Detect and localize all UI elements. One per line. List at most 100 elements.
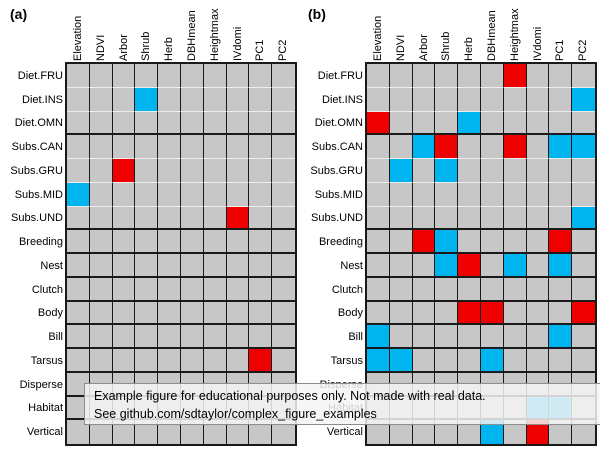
matrix-cell: [89, 254, 113, 278]
matrix-cell: [389, 64, 413, 88]
row-label-subs-gru: Subs.GRU: [10, 164, 63, 177]
matrix-cell: [272, 254, 295, 278]
matrix-cell: [112, 254, 136, 278]
matrix-cell: [272, 349, 295, 373]
matrix-cell: [481, 182, 504, 207]
matrix-cell: [458, 230, 481, 254]
matrix-cell: [67, 87, 90, 112]
matrix-cell: [89, 325, 113, 349]
matrix-cell: [67, 159, 90, 183]
matrix-cell: [458, 325, 481, 349]
row-label-body: Body: [37, 307, 63, 320]
matrix-cell: [526, 349, 550, 373]
matrix-cell: [503, 277, 527, 302]
matrix-cell: [503, 325, 527, 349]
matrix-cell: [458, 159, 481, 183]
matrix-cell: [158, 64, 181, 88]
row-label-habitat: Habitat: [28, 402, 63, 415]
row-label-subs-mid: Subs.MID: [14, 188, 63, 201]
matrix-cell: [112, 206, 136, 231]
matrix-cell: [181, 301, 204, 326]
matrix-cell: [367, 135, 390, 159]
row-label-diet-omn: Diet.OMN: [314, 117, 363, 130]
matrix-cell: [203, 349, 227, 373]
row-label-vertical: Vertical: [326, 426, 363, 439]
matrix-cell: [458, 182, 481, 207]
matrix-cell: [135, 301, 159, 326]
matrix-cell: [272, 277, 295, 302]
matrix-cell: [458, 135, 481, 159]
matrix-cell: [367, 159, 390, 183]
matrix-cell: [435, 182, 459, 207]
matrix-cell: [272, 230, 295, 254]
matrix-cell: [526, 420, 550, 444]
matrix-cell: [481, 254, 504, 278]
matrix-cell: [181, 111, 204, 136]
matrix-cell: [526, 111, 550, 136]
matrix-cell: [272, 64, 295, 88]
matrix-cell: [158, 349, 181, 373]
matrix-cell: [67, 301, 90, 326]
matrix-cell: [412, 135, 436, 159]
matrix-cell: [112, 111, 136, 136]
row-label-clutch: Clutch: [31, 283, 63, 296]
matrix-cell: [181, 135, 204, 159]
matrix-cell: [389, 277, 413, 302]
matrix-cell: [389, 135, 413, 159]
matrix-cell: [481, 277, 504, 302]
matrix-cell: [272, 325, 295, 349]
matrix-cell: [367, 182, 390, 207]
matrix-cell: [135, 159, 159, 183]
matrix-cell: [135, 325, 159, 349]
matrix-cell: [412, 420, 436, 444]
matrix-cell: [272, 206, 295, 231]
matrix-cell: [572, 159, 595, 183]
matrix-cell: [181, 349, 204, 373]
matrix-cell: [272, 159, 295, 183]
matrix-grid: [365, 62, 597, 446]
matrix-cell: [572, 349, 595, 373]
matrix-cell: [412, 159, 436, 183]
matrix-cell: [158, 277, 181, 302]
matrix-cell: [135, 135, 159, 159]
matrix-cell: [503, 301, 527, 326]
matrix-cell: [249, 64, 273, 88]
matrix-cell: [526, 230, 550, 254]
matrix-cell: [203, 230, 227, 254]
column-label-ivdomi: IVdomi: [531, 26, 544, 61]
matrix-cell: [412, 230, 436, 254]
matrix-cell: [389, 420, 413, 444]
matrix-cell: [249, 254, 273, 278]
matrix-cell: [412, 206, 436, 231]
matrix-cell: [389, 230, 413, 254]
matrix-cell: [367, 420, 390, 444]
matrix-cell: [458, 64, 481, 88]
matrix-cell: [481, 301, 504, 326]
matrix-cell: [226, 301, 250, 326]
matrix-cell: [458, 301, 481, 326]
matrix-cell: [226, 349, 250, 373]
matrix-cell: [503, 64, 527, 88]
matrix-cell: [226, 325, 250, 349]
row-label-breeding: Breeding: [18, 236, 63, 249]
column-label-heightmax: Heightmax: [508, 8, 521, 61]
matrix-cell: [272, 111, 295, 136]
matrix-cell: [572, 301, 595, 326]
matrix-cell: [158, 87, 181, 112]
panel-a-label: (a): [10, 6, 28, 22]
matrix-cell: [89, 277, 113, 302]
matrix-cell: [203, 301, 227, 326]
matrix-cell: [89, 206, 113, 231]
matrix-cell: [272, 301, 295, 326]
matrix-cell: [389, 349, 413, 373]
matrix-cell: [572, 277, 595, 302]
row-label-subs-und: Subs.UND: [311, 212, 363, 225]
matrix-cell: [249, 301, 273, 326]
row-label-tarsus: Tarsus: [330, 354, 363, 367]
matrix-cell: [112, 135, 136, 159]
matrix-cell: [435, 254, 459, 278]
matrix-cell: [572, 182, 595, 207]
matrix-cell: [67, 64, 90, 88]
matrix-cell: [412, 349, 436, 373]
matrix-cell: [67, 277, 90, 302]
